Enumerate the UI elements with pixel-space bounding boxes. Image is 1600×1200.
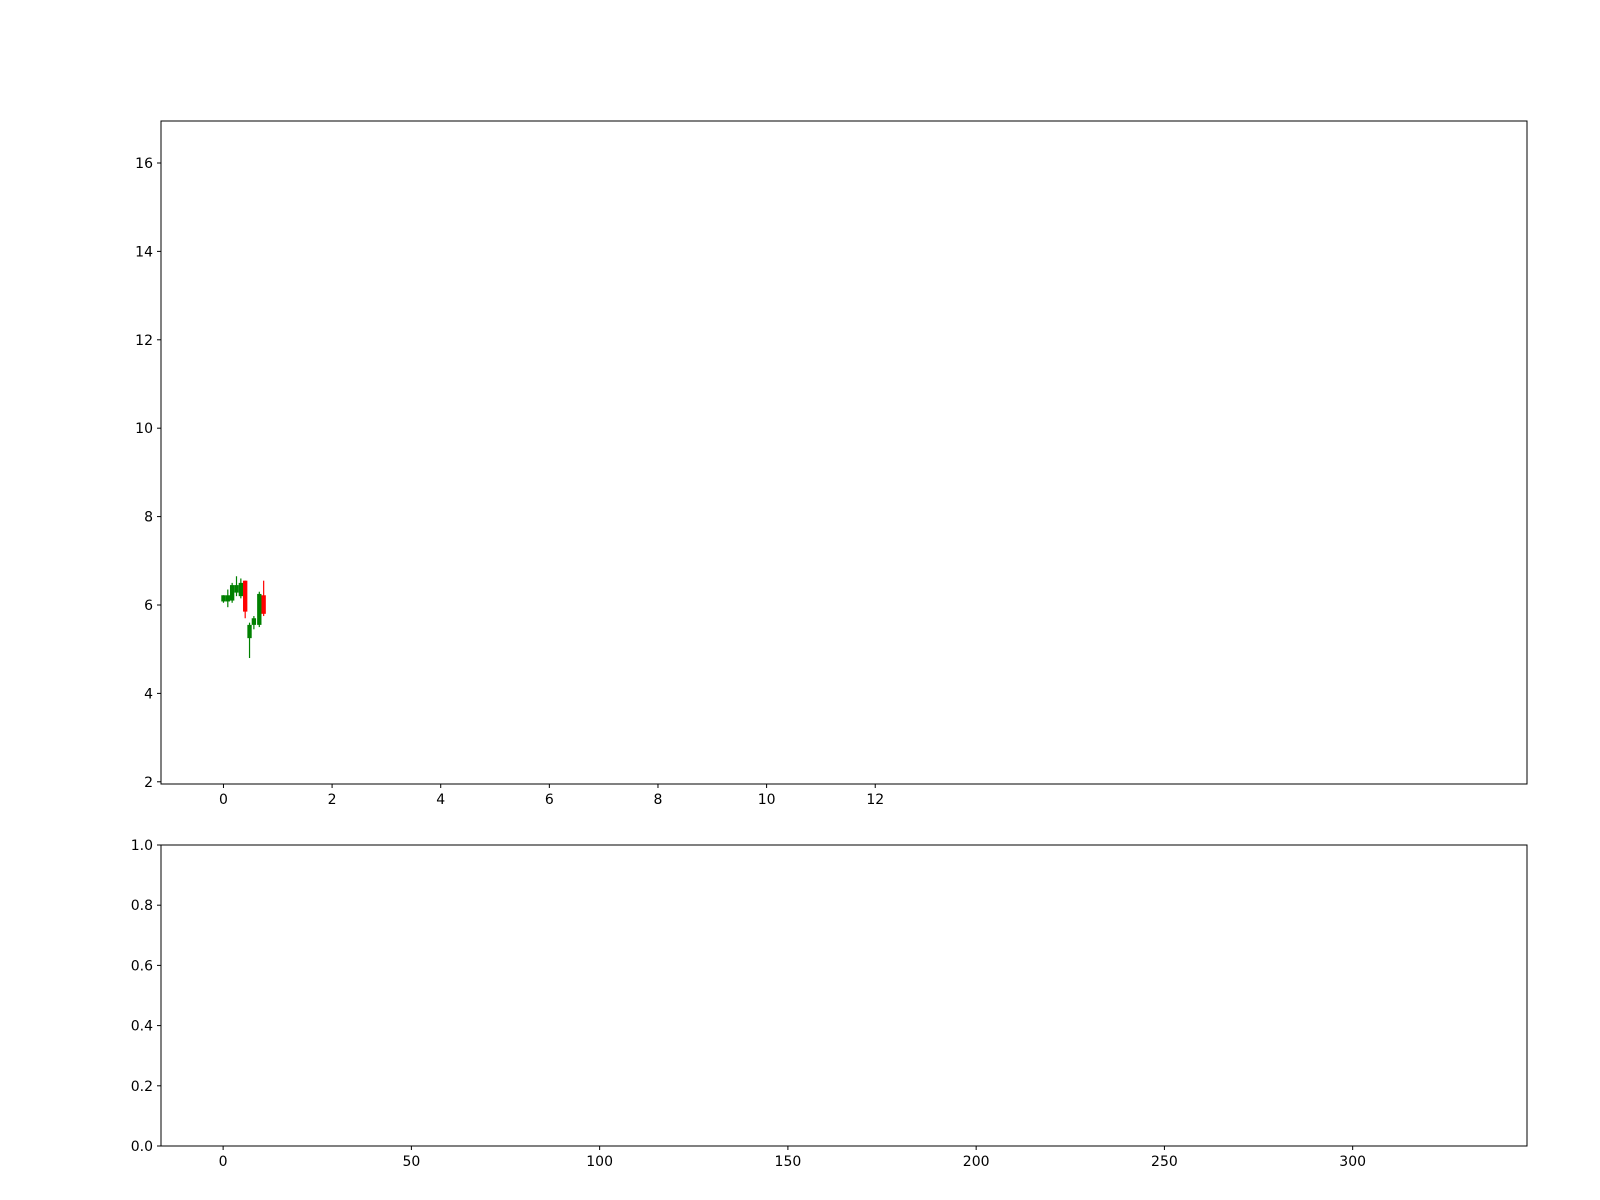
x-tick-label: 100 bbox=[586, 1154, 613, 1170]
x-tick-label: 300 bbox=[1339, 1154, 1366, 1170]
y-tick-label: 0.0 bbox=[131, 1139, 153, 1155]
x-tick-label: 150 bbox=[775, 1154, 802, 1170]
y-tick-label: 8 bbox=[144, 510, 153, 526]
candle-body bbox=[243, 580, 248, 612]
y-tick-label: 0.4 bbox=[131, 1019, 153, 1035]
candle-body bbox=[247, 624, 252, 639]
axes-frame bbox=[160, 120, 1528, 785]
candle-body bbox=[251, 618, 257, 625]
candle-body bbox=[234, 585, 239, 593]
x-tick-label: 0 bbox=[219, 1154, 228, 1170]
x-tick-label: 10 bbox=[758, 792, 776, 808]
y-tick-label: 0.6 bbox=[131, 958, 153, 974]
x-tick-label: 250 bbox=[1151, 1154, 1178, 1170]
y-tick-label: 6 bbox=[144, 598, 153, 614]
axes-frame bbox=[160, 844, 1528, 1147]
x-tick-label: 4 bbox=[436, 792, 445, 808]
y-tick-label: 1.0 bbox=[131, 838, 153, 854]
x-tick-label: 200 bbox=[963, 1154, 990, 1170]
y-tick-label: 12 bbox=[135, 333, 153, 349]
x-tick-label: 50 bbox=[402, 1154, 420, 1170]
volume-chart: 0 50 100 150 200 250 300 0.0 0.2 0.4 0.6 0.8 1.0 bbox=[131, 838, 1528, 1170]
candle-body bbox=[238, 582, 244, 597]
y-tick-label: 14 bbox=[135, 244, 153, 260]
x-tick-label: 6 bbox=[545, 792, 554, 808]
x-tick-label: 0 bbox=[219, 792, 228, 808]
y-tick-label: 0.2 bbox=[131, 1079, 153, 1095]
y-tick-label: 10 bbox=[135, 421, 153, 437]
y-tick-label: 0.8 bbox=[131, 898, 153, 914]
y-tick-label: 16 bbox=[135, 156, 153, 172]
candle-body bbox=[229, 585, 235, 601]
candle-body bbox=[257, 593, 262, 625]
candle-body bbox=[221, 595, 226, 602]
price-chart: 0 2 4 6 8 10 12 2 4 6 8 10 12 14 16 bbox=[135, 120, 1528, 808]
y-tick-label: 4 bbox=[144, 686, 153, 702]
candle-body bbox=[261, 595, 266, 614]
x-tick-label: 12 bbox=[866, 792, 884, 808]
x-tick-label: 2 bbox=[328, 792, 337, 808]
y-tick-label: 2 bbox=[144, 775, 153, 791]
x-tick-label: 8 bbox=[654, 792, 663, 808]
candle-body bbox=[225, 595, 230, 602]
